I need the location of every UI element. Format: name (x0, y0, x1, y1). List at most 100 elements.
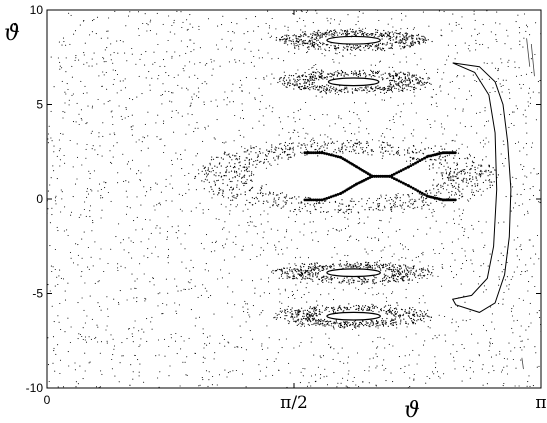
halo-point (284, 82, 286, 84)
halo-point (413, 89, 415, 91)
halo-point (379, 88, 381, 90)
chaos-point (380, 196, 382, 198)
chaos-point (160, 191, 162, 193)
chaos-point (167, 292, 169, 294)
halo-point (283, 152, 286, 154)
halo-point (360, 308, 363, 310)
halo-point (314, 322, 316, 324)
chaos-point (178, 230, 180, 232)
chaos-point (186, 19, 188, 21)
chaos-point (138, 345, 140, 348)
chaos-point (399, 243, 402, 245)
halo-point (299, 78, 301, 80)
halo-point (258, 200, 260, 202)
chaos-point (213, 137, 215, 139)
chaos-point (222, 334, 224, 336)
halo-point (296, 76, 298, 78)
halo-point (309, 43, 311, 45)
halo-point (301, 41, 303, 43)
chaos-point (380, 263, 382, 265)
halo-point (403, 271, 406, 273)
chaos-point (64, 331, 66, 333)
halo-point (286, 277, 288, 279)
halo-point (340, 309, 342, 311)
halo-point (259, 192, 261, 195)
halo-point (346, 307, 348, 309)
chaos-point (123, 249, 125, 251)
chaos-point (293, 211, 295, 213)
chaos-point (62, 117, 64, 119)
chaos-point (169, 100, 171, 102)
chaos-point (429, 377, 431, 379)
chaos-point (502, 84, 504, 87)
chaos-point (219, 342, 221, 344)
chaos-point (241, 84, 243, 86)
halo-point (324, 278, 326, 280)
chaos-point (175, 332, 177, 335)
halo-point (450, 170, 452, 172)
halo-point (287, 158, 289, 160)
chaos-point (61, 191, 63, 193)
halo-point (428, 271, 430, 273)
halo-point (402, 38, 404, 40)
halo-point (411, 279, 413, 281)
chaos-point (84, 339, 86, 341)
halo-point (410, 203, 412, 205)
halo-point (464, 172, 466, 174)
chaos-point (267, 32, 269, 34)
chaos-point (312, 137, 314, 139)
halo-point (346, 32, 348, 34)
chaos-point (509, 98, 511, 100)
chaos-point (161, 94, 164, 96)
halo-point (244, 174, 246, 176)
halo-point (294, 79, 296, 81)
chaos-point (171, 163, 173, 166)
chaos-point (467, 172, 469, 174)
halo-point (279, 143, 281, 145)
chaos-point (454, 259, 456, 261)
chaos-point (442, 267, 444, 269)
chaos-point (328, 89, 331, 91)
chaos-point (268, 277, 270, 279)
chaos-point (491, 313, 493, 315)
chaos-point (383, 35, 386, 37)
halo-point (347, 279, 349, 281)
chaos-point (303, 294, 305, 296)
halo-point (369, 326, 371, 328)
halo-point (382, 73, 384, 75)
chaos-point (161, 103, 163, 105)
halo-point (319, 46, 321, 48)
halo-point (402, 194, 404, 196)
halo-point (321, 311, 323, 313)
halo-point (379, 324, 381, 326)
halo-point (319, 320, 321, 322)
halo-point (388, 34, 390, 37)
halo-point (432, 163, 434, 165)
halo-point (323, 34, 325, 36)
chaos-point (232, 101, 234, 103)
chaos-point (231, 195, 233, 197)
halo-point (384, 72, 386, 74)
halo-point (223, 175, 225, 177)
chaos-point (200, 242, 202, 244)
halo-point (280, 269, 282, 271)
chaos-point (454, 108, 456, 110)
halo-point (411, 79, 414, 82)
halo-point (285, 196, 287, 198)
halo-point (465, 162, 467, 164)
halo-point (358, 71, 361, 73)
chaos-point (211, 61, 213, 63)
chaos-point (266, 366, 268, 368)
chaos-point (447, 115, 449, 117)
halo-point (421, 206, 423, 208)
halo-point (407, 37, 409, 39)
chaos-point (267, 281, 270, 283)
chaos-point (112, 354, 114, 356)
halo-point (432, 164, 434, 166)
chaos-point (501, 91, 503, 93)
chaos-point (334, 123, 336, 125)
chaos-point (431, 96, 434, 98)
chaos-point (167, 216, 169, 218)
halo-point (367, 267, 369, 269)
chaos-point (110, 54, 112, 56)
